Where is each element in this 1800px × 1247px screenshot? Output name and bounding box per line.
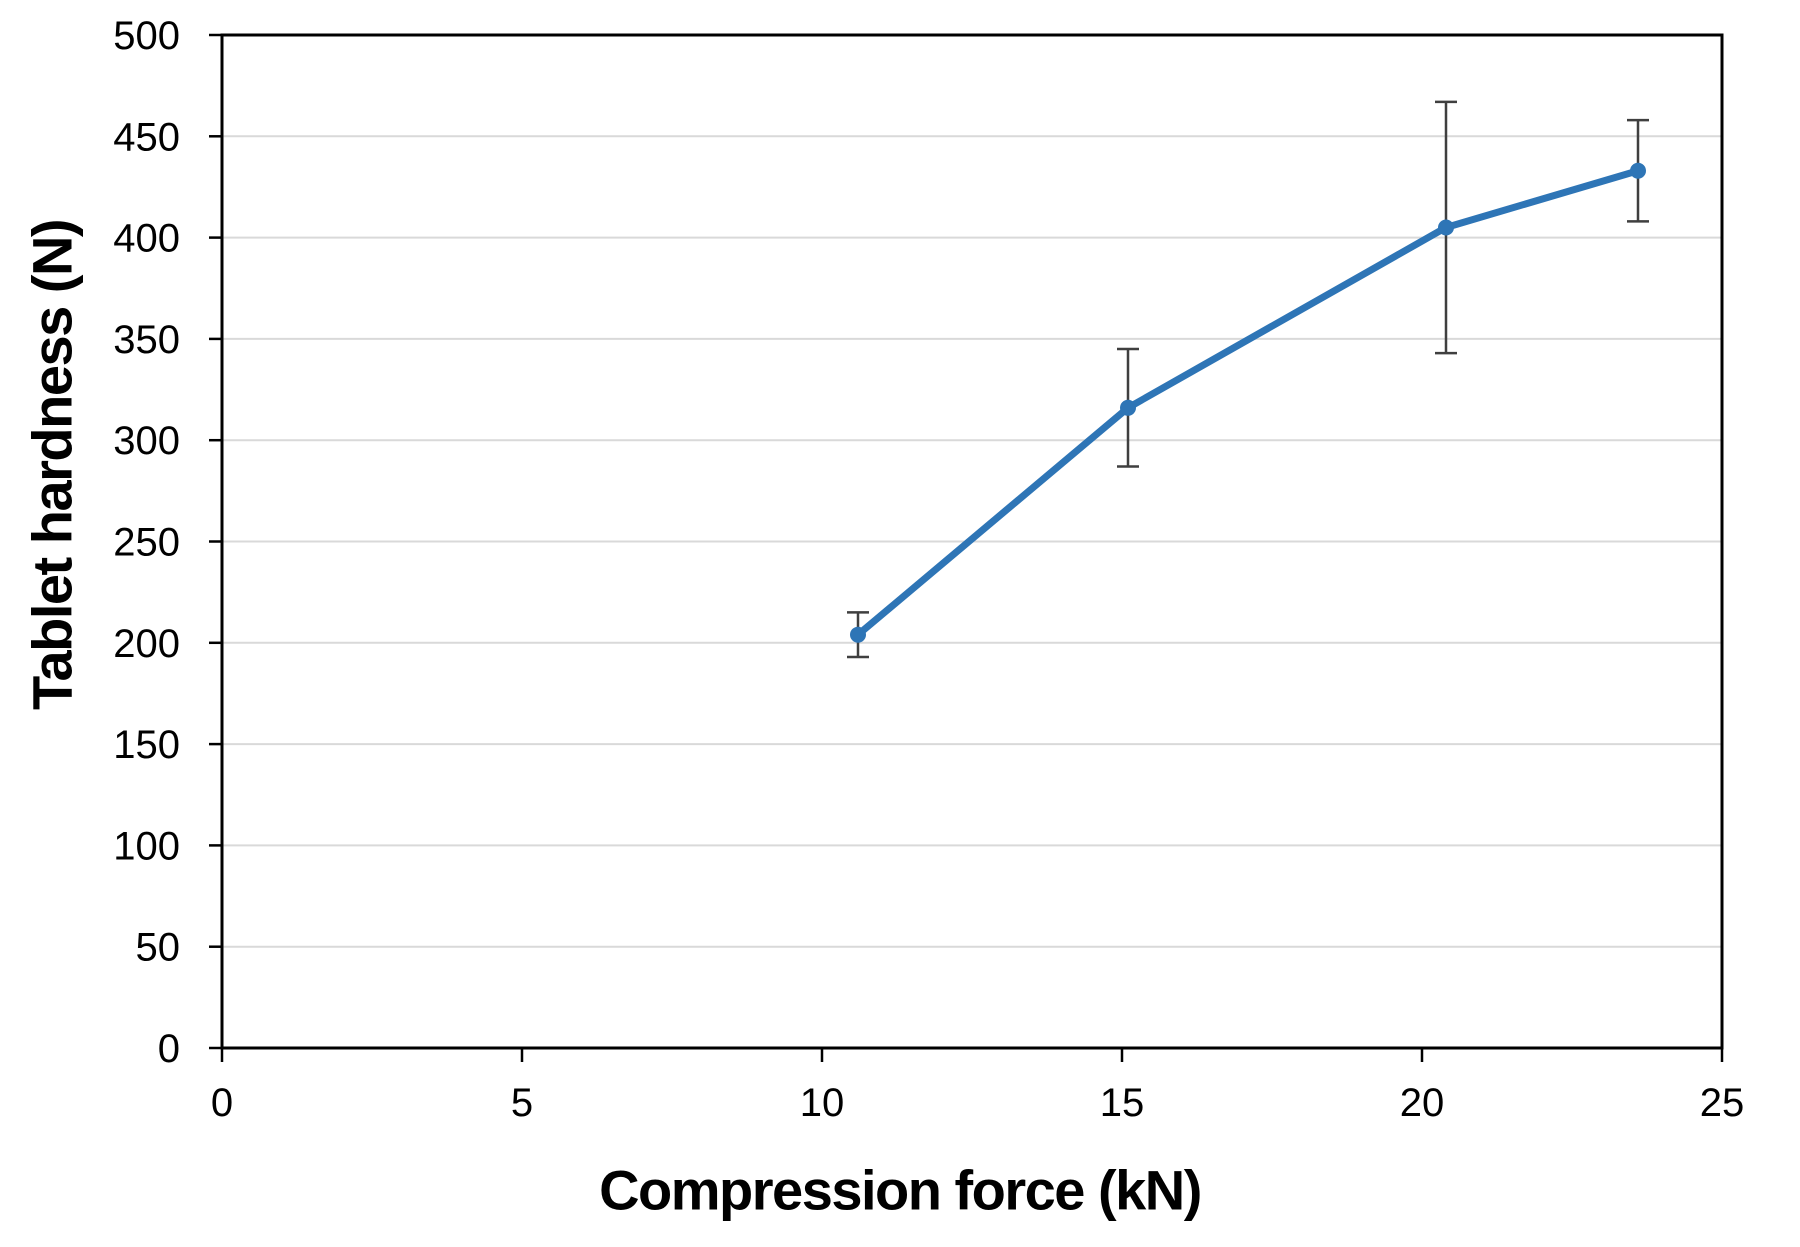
x-tick-label: 20 [1400, 1081, 1445, 1125]
y-tick-label: 500 [113, 14, 180, 58]
y-tick-label: 0 [158, 1027, 180, 1071]
data-point-marker [1120, 399, 1136, 416]
tick-labels-group: 0 50 100 150 200 250 300 350 400 450 500 0 5 10 15 20 25 [113, 14, 1744, 1125]
data-point-marker [1438, 219, 1454, 236]
y-tick-label: 400 [113, 217, 180, 261]
x-tick-label: 0 [211, 1081, 233, 1125]
y-tick-label: 250 [113, 521, 180, 565]
x-tick-label: 25 [1700, 1081, 1745, 1125]
x-axis-title: Compression force (kN) [599, 1158, 1202, 1222]
y-tick-label: 300 [113, 419, 180, 463]
x-tick-label: 10 [800, 1081, 845, 1125]
y-tick-label: 450 [113, 115, 180, 159]
y-tick-label: 350 [113, 318, 180, 362]
x-tick-label: 5 [511, 1081, 533, 1125]
gridlines-group [222, 34, 1722, 948]
series-group [850, 162, 1646, 643]
data-point-marker [1630, 162, 1646, 179]
data-point-marker [850, 626, 866, 643]
x-tick-label: 15 [1100, 1081, 1145, 1125]
error-bars-group [847, 100, 1649, 659]
y-tick-label: 50 [136, 926, 181, 970]
y-tick-label: 200 [113, 622, 180, 666]
y-axis-title: Tablet hardness (N) [20, 219, 84, 711]
y-tick-label: 100 [113, 824, 180, 868]
ticks-group [209, 33, 1724, 1062]
y-tick-label: 150 [113, 723, 180, 767]
series-line [854, 167, 1642, 639]
